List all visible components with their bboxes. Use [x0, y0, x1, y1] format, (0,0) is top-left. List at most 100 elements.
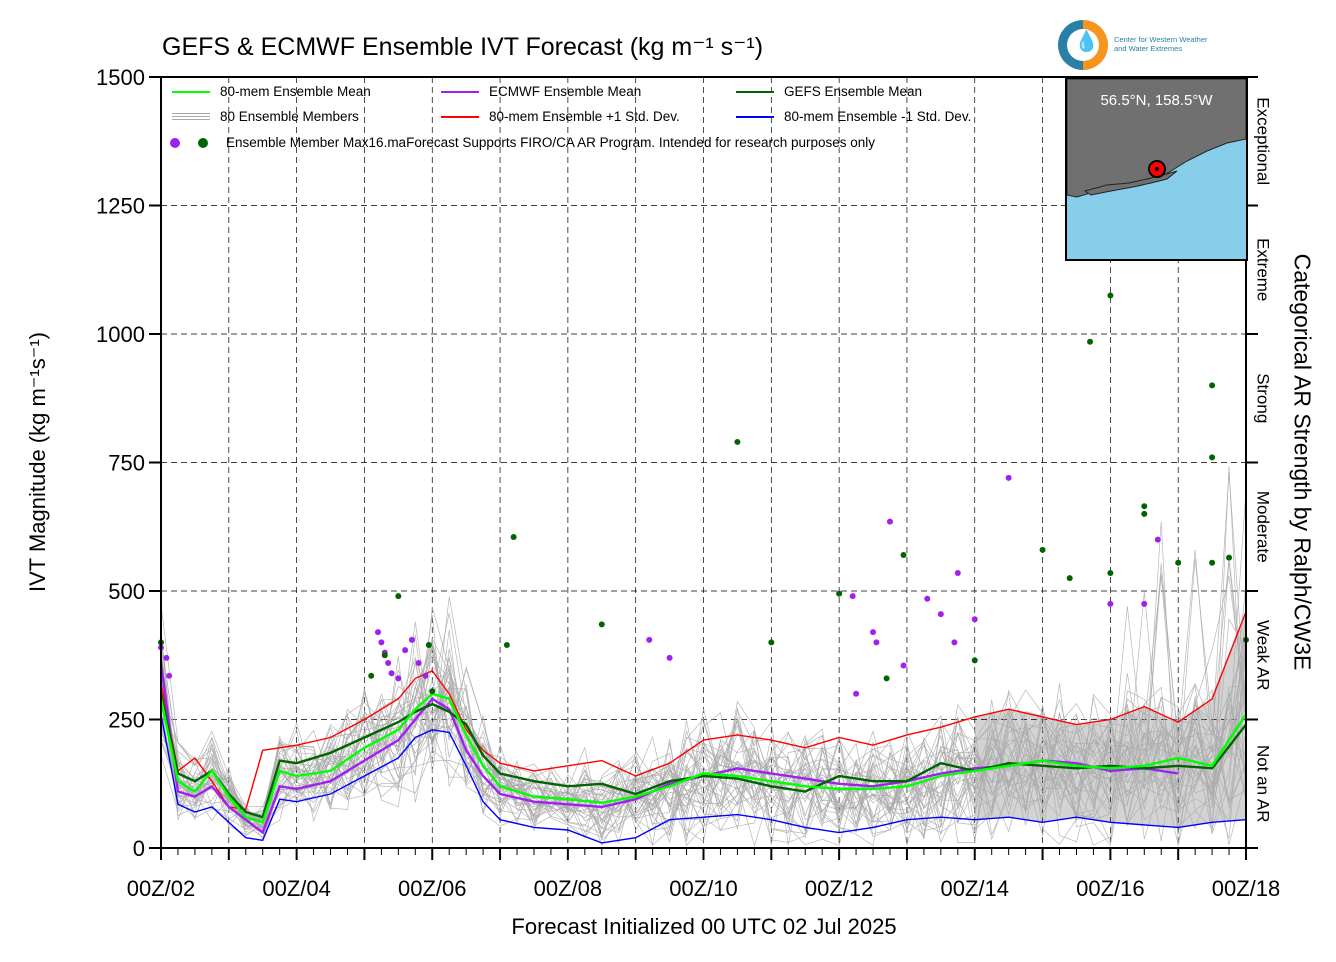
gefs-max-point	[734, 438, 741, 445]
gefs-max-point	[1175, 559, 1182, 566]
ensemble-member-line	[161, 659, 1246, 834]
gefs-max-point	[1226, 554, 1233, 561]
legend-ecmwf: ECMWF Ensemble Mean	[441, 84, 641, 99]
legend-plus1-label: 80-mem Ensemble +1 Std. Dev.	[489, 109, 680, 124]
logo-text-line1: Center for Western Weather	[1114, 35, 1208, 44]
ecmwf-max-point	[166, 672, 173, 679]
location-inset-map: 56.5°N, 158.5°W	[1065, 77, 1248, 261]
ar-category-label: Exceptional	[1254, 97, 1273, 185]
ar-category-label: Strong	[1254, 373, 1273, 423]
legend-mean80: 80-mem Ensemble Mean	[172, 84, 371, 99]
legend-gefs-label: GEFS Ensemble Mean	[784, 84, 923, 99]
x-tick-label: 00Z/16	[1076, 876, 1145, 901]
gefs-max-point	[598, 621, 605, 628]
series-line-mean80	[161, 692, 1246, 824]
y-tick-label: 1250	[96, 194, 145, 219]
ensemble-member-line	[161, 658, 1246, 832]
x-tick-label: 00Z/06	[398, 876, 467, 901]
legend-max-label: Ensemble Member Max16.maForecast Support…	[226, 135, 876, 150]
series-line-minus1	[161, 714, 1246, 844]
chart-title: GEFS & ECMWF Ensemble IVT Forecast (kg m…	[162, 33, 764, 61]
x-tick-label: 00Z/12	[805, 876, 874, 901]
x-tick-label: 00Z/18	[1212, 876, 1281, 901]
logo-text-line2: and Water Extremes	[1114, 44, 1183, 53]
ensemble-member-line	[161, 614, 1246, 839]
legend-max-gefs-dot	[198, 137, 208, 148]
inset-map-graphic	[1067, 79, 1246, 198]
ecmwf-max-point	[395, 675, 402, 682]
legend-members-label: 80 Ensemble Members	[220, 109, 359, 124]
inset-location-label: 56.5°N, 158.5°W	[1100, 92, 1213, 109]
ensemble-member-line	[161, 576, 1246, 836]
ensemble-member-line	[161, 605, 1246, 820]
ecmwf-max-point	[853, 690, 860, 697]
ecmwf-max-point	[378, 639, 385, 646]
ensemble-member-line	[161, 638, 1246, 843]
ecmwf-max-point	[951, 639, 958, 646]
gefs-max-point	[1107, 570, 1114, 577]
legend-gefs-swatch	[736, 90, 774, 93]
gefs-max-point	[503, 641, 510, 648]
y-tick-label: 250	[108, 708, 145, 733]
x-tick-label: 00Z/14	[941, 876, 1010, 901]
gefs-max-point	[395, 593, 402, 600]
legend-mean80-swatch	[172, 90, 210, 93]
ecmwf-max-point	[666, 654, 673, 661]
x-tick-label: 00Z/08	[534, 876, 603, 901]
y-tick-label: 750	[108, 451, 145, 476]
cw3e-logo: 💧 Center for Western Weather and Water E…	[1058, 20, 1258, 72]
ensemble-member-line	[161, 610, 1246, 842]
gefs-max-point	[1209, 454, 1216, 461]
gefs-max-point	[368, 672, 375, 679]
gefs-max-point	[425, 641, 432, 648]
ecmwf-max-point	[402, 647, 409, 654]
ecmwf-max-point	[1107, 600, 1114, 607]
legend: 80-mem Ensemble Mean ECMWF Ensemble Mean…	[166, 82, 1066, 158]
ecmwf-max-point	[924, 595, 931, 602]
ar-category-label: Weak AR	[1254, 620, 1273, 691]
gefs-max-point	[836, 590, 843, 597]
ecmwf-max-point	[415, 659, 422, 666]
legend-max: Ensemble Member Max16.maForecast Support…	[170, 135, 875, 150]
legend-gefs: GEFS Ensemble Mean	[736, 84, 922, 99]
x-tick-label: 00Z/04	[262, 876, 331, 901]
gefs-max-point	[381, 652, 388, 659]
gefs-max-point	[1107, 292, 1114, 299]
gefs-max-point	[768, 639, 775, 646]
ecmwf-max-point	[1141, 600, 1148, 607]
ar-category-label: Not an AR	[1254, 745, 1273, 823]
ecmwf-max-point	[388, 670, 395, 677]
legend-minus1: 80-mem Ensemble -1 Std. Dev.	[736, 109, 971, 124]
ar-category-label: Moderate	[1254, 491, 1273, 563]
ecmwf-max-point	[870, 629, 877, 636]
water-drop-icon: 💧	[1074, 31, 1099, 53]
ecmwf-max-point	[900, 662, 907, 669]
ecmwf-max-point	[408, 636, 415, 643]
legend-minus1-label: 80-mem Ensemble -1 Std. Dev.	[784, 109, 972, 124]
x-axis-label: Forecast Initialized 00 UTC 02 Jul 2025	[511, 914, 897, 939]
gefs-max-point	[1141, 503, 1148, 510]
ecmwf-max-point	[971, 616, 978, 623]
y-tick-label: 500	[108, 579, 145, 604]
ar-category-label: Extreme	[1254, 238, 1273, 301]
legend-ecmwf-label: ECMWF Ensemble Mean	[489, 84, 642, 99]
ensemble-member-line	[161, 663, 1246, 828]
legend-minus1-swatch	[736, 115, 774, 118]
gefs-max-point	[1209, 559, 1216, 566]
ecmwf-max-point	[375, 629, 381, 636]
ecmwf-max-point	[937, 611, 944, 618]
y-tick-label: 1000	[96, 322, 145, 347]
gefs-max-point	[883, 675, 890, 682]
gefs-max-point	[1209, 382, 1216, 389]
gefs-max-point	[1039, 546, 1046, 553]
ecmwf-max-point	[422, 672, 429, 679]
ecmwf-max-point	[954, 570, 961, 577]
gefs-max-point	[510, 534, 517, 541]
series-line-plus1	[161, 610, 1246, 811]
legend-plus1-swatch	[441, 115, 479, 118]
ecmwf-max-point	[1005, 474, 1012, 481]
legend-plus1: 80-mem Ensemble +1 Std. Dev.	[441, 109, 680, 124]
gefs-max-point	[429, 688, 436, 695]
series-line-gefs	[161, 693, 1246, 819]
